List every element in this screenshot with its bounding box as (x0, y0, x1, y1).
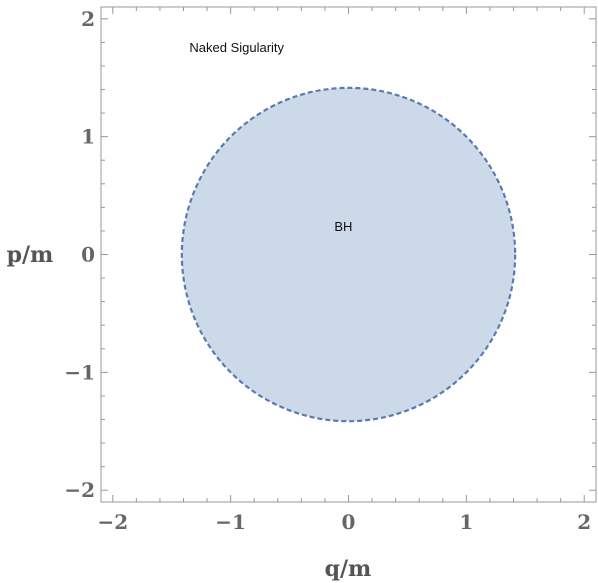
y-tick-label: 0 (81, 243, 95, 267)
x-tick-label: −2 (97, 510, 128, 534)
region-bh (180, 86, 517, 423)
x-tick-label: 2 (577, 510, 591, 534)
x-tick-label: −1 (215, 510, 246, 534)
x-tick-label: 0 (342, 510, 356, 534)
annotation-0: Naked Sigularity (189, 40, 284, 55)
y-tick-label: −1 (64, 360, 95, 384)
y-tick-label: 2 (81, 7, 95, 31)
x-tick-label: 1 (459, 510, 473, 534)
y-axis-label: p/m (7, 242, 54, 268)
y-tick-label: −2 (64, 478, 95, 502)
annotation-1: BH (334, 219, 352, 234)
y-tick-label: 1 (81, 125, 95, 149)
x-axis-label: q/m (325, 556, 372, 582)
